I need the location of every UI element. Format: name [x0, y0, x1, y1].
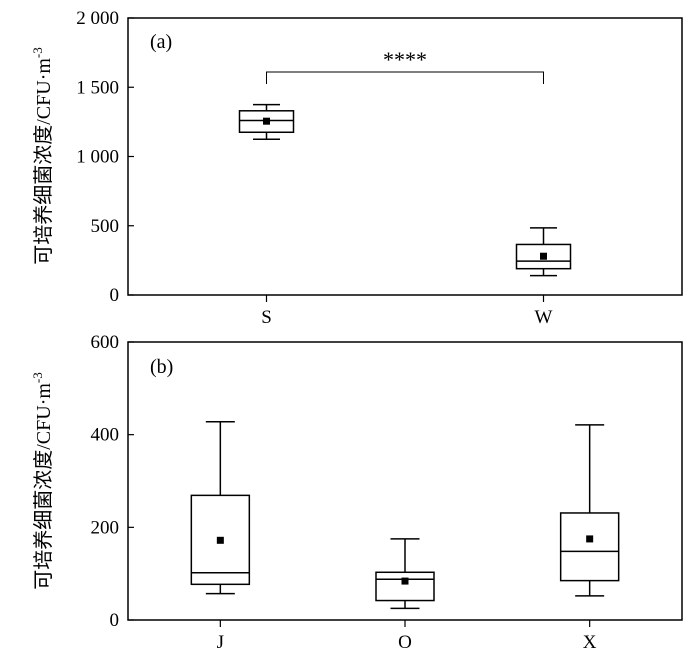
significance-bracket-line [266, 71, 544, 85]
panel-b-x-tick-label-X: X [583, 632, 597, 653]
panel-b: (b) 0 200 400 600 J O X 可培养细菌浓度/CFU·m-3 [30, 332, 683, 653]
box-X-mean-marker [586, 535, 594, 543]
panel-b-x-tick-label-O: O [398, 632, 412, 653]
box-X-iqr [559, 512, 620, 582]
box-O-iqr [375, 571, 435, 602]
panel-b-y-tick-label: 400 [91, 425, 120, 446]
panel-a-y-tick-label: 1 500 [76, 77, 119, 98]
panel-b-boxes [190, 420, 620, 610]
box-O-mean-marker [401, 577, 409, 585]
panel-a-y-axis-label: 可培养细菌浓度/CFU·m-3 [30, 47, 55, 265]
box-W-mean-marker [540, 252, 547, 260]
panel-b-label: (b) [150, 356, 173, 378]
panel-b-y-axis-label-sup: -3 [30, 372, 45, 383]
panel-a-y-tick-label: 2 000 [76, 8, 119, 29]
box-W [515, 227, 572, 277]
panel-b-y-axis-label-main: 可培养细菌浓度/CFU·m [32, 383, 55, 590]
panel-a-y-ticks: 0 500 1 000 1 500 2 000 [76, 8, 134, 306]
box-O [375, 538, 435, 610]
box-S-mean-marker [263, 117, 270, 125]
panel-a-x-tick-label-W: W [535, 307, 553, 328]
panel-a-y-tick-label: 0 [110, 285, 120, 306]
panel-b-x-tick-label-J: J [217, 632, 224, 653]
panel-b-y-tick-label: 600 [91, 332, 120, 353]
panel-a-y-axis-label-main: 可培养细菌浓度/CFU·m [32, 58, 55, 265]
panel-a-y-tick-label: 1 000 [76, 147, 119, 168]
box-J-mean-marker [216, 536, 224, 544]
significance-label: **** [383, 47, 427, 72]
panel-b-y-tick-label: 0 [110, 610, 120, 631]
panel-a-boxes [238, 103, 572, 277]
panel-a-x-tick-label-S: S [261, 307, 272, 328]
box-J [190, 420, 251, 595]
significance-bracket: **** [266, 47, 544, 85]
box-X [559, 424, 620, 597]
panel-a-y-tick-label: 500 [91, 216, 120, 237]
box-S [238, 103, 295, 140]
panel-a-label: (a) [150, 31, 172, 53]
panel-a-y-axis-label-sup: -3 [30, 47, 45, 58]
panel-b-y-tick-label: 200 [91, 517, 120, 538]
panel-b-y-axis-label: 可培养细菌浓度/CFU·m-3 [30, 372, 55, 590]
panel-b-y-ticks: 0 200 400 600 [91, 332, 134, 631]
